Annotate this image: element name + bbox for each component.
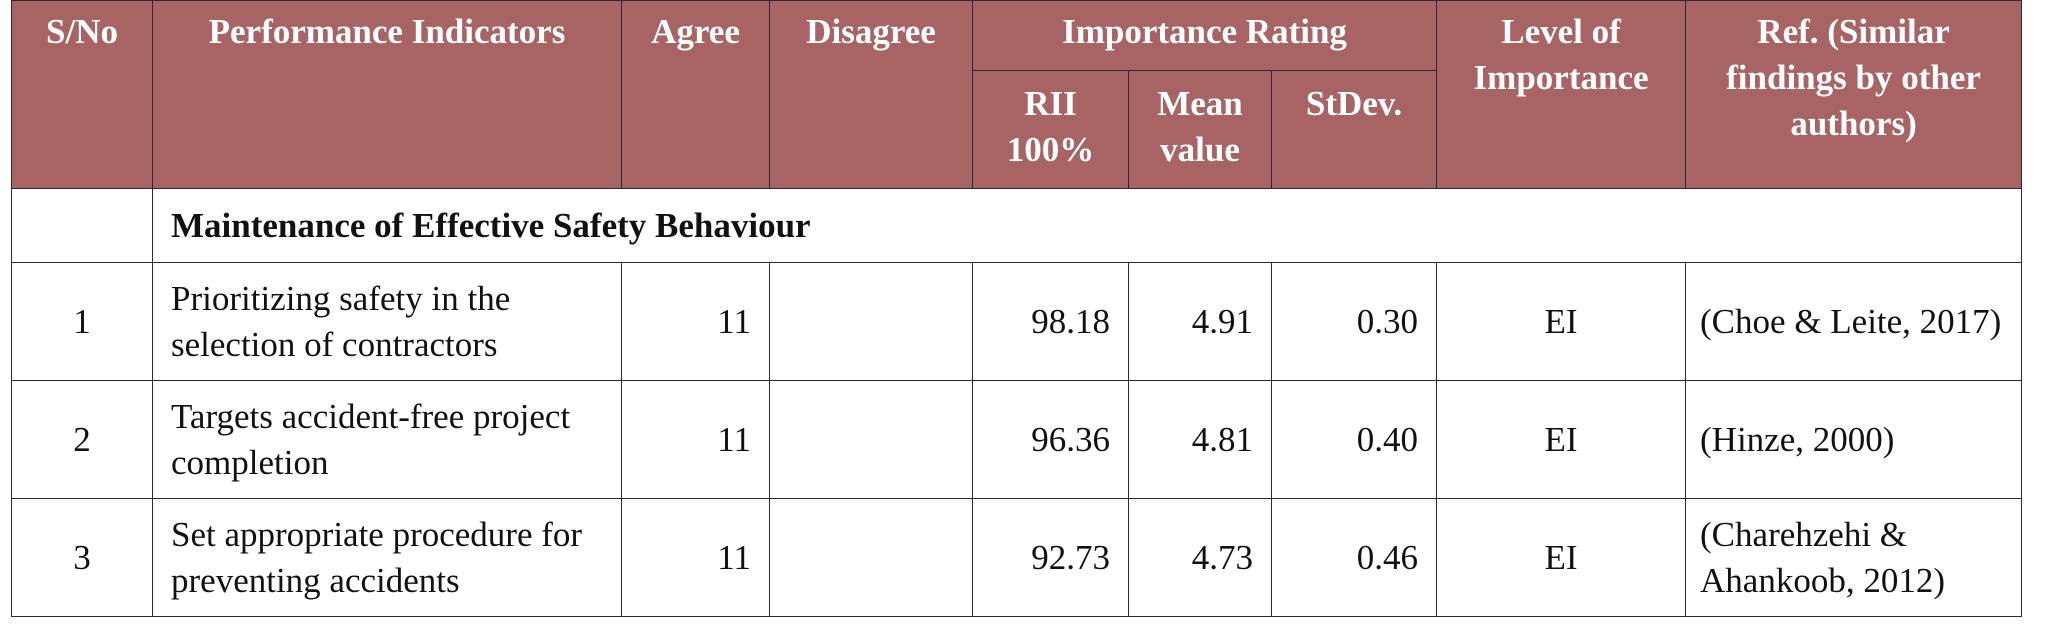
header-importance-rating: Importance Rating [971,0,1438,71]
cell-stdev: 0.40 [1270,380,1438,499]
header-sno: S/No [11,0,153,189]
header-performance-indicators: Performance Indicators [152,0,622,189]
header-rii: RII 100% [972,70,1129,189]
header-row-sub: RII 100% Mean value StDev. [12,70,2022,189]
table-row: 3 Set appropriate procedure for preventi… [11,498,2023,617]
cell-stdev: 0.30 [1270,262,1438,381]
cell-mean: 4.91 [1128,262,1272,381]
cell-agree: 11 [621,262,770,381]
cell-rii: 92.73 [972,498,1129,617]
header-level-of-importance: Level of Importance [1436,0,1687,189]
cell-ref: (Choe & Leite, 2017) [1685,262,2023,381]
header-ref: Ref. (Similar findings by other authors) [1685,0,2023,189]
header-stdev: StDev. [1270,70,1438,189]
cell-sno: 1 [11,262,153,381]
cell-disagree [769,262,973,381]
cell-indicator: Targets accident-free project completion [152,380,622,499]
cell-sno: 3 [11,498,153,617]
cell-ref: (Charehzehi & Ahankoob, 2012) [1685,498,2023,617]
cell-level: EI [1436,262,1687,381]
cell-level: EI [1436,380,1687,499]
cell-sno: 2 [11,380,153,499]
header-mean-value: Mean value [1128,70,1272,189]
table-container: S/No Performance Indicators Agree Disagr… [11,0,2023,617]
header-disagree: Disagree [769,0,973,189]
cell-rii: 96.36 [972,380,1129,499]
header-row-top: S/No Performance Indicators Agree Disagr… [11,0,2023,189]
cell-indicator: Set appropriate procedure for preventing… [152,498,622,617]
cell-stdev: 0.46 [1270,498,1438,617]
header-agree: Agree [621,0,770,189]
table-row: 2 Targets accident-free project completi… [11,380,2023,499]
table-row: 1 Prioritizing safety in the selection o… [11,262,2023,381]
cell-disagree [769,380,973,499]
cell-level: EI [1436,498,1687,617]
section-sno-cell [11,188,153,263]
performance-indicators-table: S/No Performance Indicators Agree Disagr… [11,0,2023,617]
cell-rii: 98.18 [972,262,1129,381]
cell-ref: (Hinze, 2000) [1685,380,2023,499]
cell-agree: 11 [621,498,770,617]
cell-agree: 11 [621,380,770,499]
section-row: Maintenance of Effective Safety Behaviou… [11,188,2023,263]
cell-disagree [769,498,973,617]
cell-mean: 4.81 [1128,380,1272,499]
cell-indicator: Prioritizing safety in the selection of … [152,262,622,381]
section-title: Maintenance of Effective Safety Behaviou… [151,188,2023,263]
cell-mean: 4.73 [1128,498,1272,617]
